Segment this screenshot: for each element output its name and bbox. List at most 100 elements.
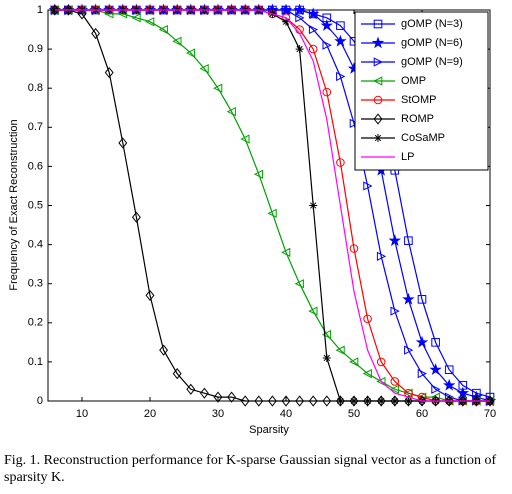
data-point bbox=[172, 36, 182, 46]
legend-label: gOMP (N=6) bbox=[401, 37, 463, 49]
data-point bbox=[404, 397, 413, 405]
data-point bbox=[226, 107, 236, 117]
y-tick-label: 0 bbox=[37, 395, 43, 407]
data-point bbox=[159, 344, 169, 356]
data-point bbox=[431, 384, 441, 394]
data-point bbox=[145, 17, 155, 27]
data-point bbox=[363, 314, 372, 324]
data-point bbox=[281, 395, 291, 407]
data-point bbox=[334, 34, 347, 47]
data-point bbox=[336, 71, 346, 82]
data-point bbox=[402, 292, 415, 305]
data-point bbox=[350, 397, 358, 405]
legend-marker bbox=[373, 95, 383, 105]
data-point bbox=[306, 7, 320, 20]
data-point bbox=[308, 44, 318, 54]
data-point bbox=[185, 48, 196, 58]
data-point bbox=[363, 397, 372, 405]
data-point bbox=[417, 395, 427, 407]
legend-marker bbox=[373, 19, 383, 29]
legend-label: gOMP (N=9) bbox=[401, 56, 463, 68]
data-point bbox=[349, 244, 359, 253]
data-point bbox=[199, 387, 209, 399]
data-point bbox=[309, 201, 318, 210]
data-point bbox=[404, 345, 414, 355]
data-point bbox=[320, 19, 334, 31]
x-tick-label: 20 bbox=[144, 408, 156, 420]
data-point bbox=[281, 5, 291, 15]
data-point bbox=[415, 335, 429, 348]
data-point bbox=[389, 384, 400, 394]
data-point bbox=[267, 208, 277, 218]
data-point bbox=[390, 395, 400, 407]
x-tick-label: 40 bbox=[280, 408, 292, 420]
data-point bbox=[349, 357, 359, 367]
data-point bbox=[145, 289, 155, 302]
data-point bbox=[321, 329, 332, 340]
x-tick-label: 70 bbox=[484, 408, 496, 420]
data-point bbox=[417, 295, 427, 304]
data-point bbox=[213, 83, 223, 93]
y-tick-label: 0.5 bbox=[28, 199, 43, 211]
data-point bbox=[295, 395, 305, 407]
data-point bbox=[485, 395, 495, 407]
data-point bbox=[50, 4, 60, 16]
legend-label: OMP bbox=[401, 75, 426, 87]
data-point bbox=[403, 395, 413, 407]
data-point bbox=[431, 395, 441, 407]
data-point bbox=[390, 397, 399, 405]
x-tick-label: 30 bbox=[212, 408, 224, 420]
data-point bbox=[322, 395, 332, 407]
data-point bbox=[336, 397, 345, 405]
data-point bbox=[335, 345, 345, 355]
data-point bbox=[363, 181, 373, 191]
data-point bbox=[118, 137, 128, 149]
data-point bbox=[308, 395, 318, 407]
data-point bbox=[199, 64, 209, 74]
data-point bbox=[295, 13, 305, 23]
data-point bbox=[404, 236, 413, 245]
data-point bbox=[362, 369, 372, 379]
data-point bbox=[322, 353, 331, 362]
y-tick-label: 0.6 bbox=[28, 160, 43, 172]
data-point bbox=[376, 395, 386, 407]
data-point bbox=[293, 3, 306, 16]
data-point bbox=[186, 383, 196, 395]
legend-marker bbox=[373, 76, 383, 86]
data-point bbox=[131, 13, 141, 23]
legend-label: CoSaMP bbox=[401, 132, 445, 144]
figure-caption: Fig. 1. Reconstruction performance for K… bbox=[4, 453, 497, 485]
x-tick-label: 10 bbox=[76, 408, 88, 420]
legend-marker bbox=[373, 113, 383, 125]
data-point bbox=[240, 395, 250, 407]
data-point bbox=[282, 17, 290, 26]
legend-label: gOMP (N=3) bbox=[401, 18, 463, 30]
data-point bbox=[388, 234, 402, 246]
data-point bbox=[308, 306, 318, 316]
legend-marker bbox=[371, 36, 385, 49]
legend-label: LP bbox=[401, 151, 414, 163]
data-point bbox=[376, 357, 386, 367]
data-point bbox=[442, 378, 456, 391]
data-point bbox=[254, 395, 264, 407]
data-point bbox=[104, 66, 114, 79]
data-point bbox=[294, 279, 304, 289]
y-tick-label: 0.9 bbox=[28, 43, 43, 55]
data-point bbox=[322, 40, 332, 50]
data-point bbox=[376, 376, 386, 387]
data-point bbox=[267, 395, 277, 407]
data-point bbox=[349, 395, 359, 407]
data-point bbox=[349, 118, 359, 128]
legend-box bbox=[354, 11, 489, 171]
y-axis-label: Frequency of Exact Reconstruction bbox=[8, 119, 20, 290]
data-point bbox=[376, 251, 387, 261]
legend-marker bbox=[374, 134, 382, 142]
data-point bbox=[131, 211, 141, 223]
data-point bbox=[429, 363, 442, 376]
chart: Sparsity Frequency of Exact Reconstructi… bbox=[8, 3, 497, 436]
x-tick-label: 60 bbox=[416, 408, 428, 420]
data-point bbox=[281, 247, 291, 258]
y-tick-label: 0.8 bbox=[28, 82, 43, 94]
data-point bbox=[336, 21, 345, 30]
